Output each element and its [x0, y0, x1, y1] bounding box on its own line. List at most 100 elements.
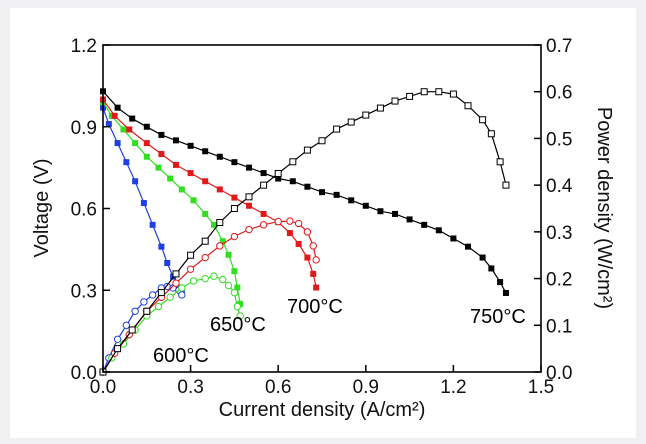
data-point-650C-voltage [234, 284, 241, 291]
x-axis-title: Current density (A/cm²) [219, 399, 426, 421]
data-point-650C-power [210, 272, 218, 280]
data-point-750C-voltage [319, 189, 325, 196]
data-point-600C-power [178, 291, 186, 299]
data-point-750C-voltage [435, 227, 442, 234]
data-point-750C-power [260, 181, 268, 189]
data-point-700C-voltage [202, 178, 209, 185]
data-point-750C-power [479, 116, 487, 124]
data-point-700C-power [216, 242, 224, 250]
data-point-700C-power [172, 279, 180, 287]
data-point-700C-voltage [260, 210, 267, 217]
x-tick-label: 1.2 [440, 377, 466, 398]
chart-marks [99, 88, 510, 376]
data-point-750C-power [216, 219, 224, 227]
y-right-tick-label: 0.1 [546, 316, 572, 337]
data-point-750C-power [406, 92, 414, 100]
data-point-700C-voltage [310, 270, 317, 277]
data-point-650C-voltage [143, 153, 150, 160]
data-point-650C-power [230, 288, 239, 297]
data-point-750C-power [435, 88, 443, 96]
data-point-650C-voltage [155, 164, 162, 171]
data-point-750C-voltage [158, 131, 165, 138]
data-point-750C-voltage [406, 216, 413, 223]
data-point-750C-power [318, 137, 326, 145]
data-point-600C-power [148, 291, 157, 299]
data-point-700C-power [201, 253, 209, 262]
annotation-600: 600°C [153, 345, 209, 367]
data-point-750C-voltage [202, 148, 209, 155]
y-left-tick-label: 0.0 [71, 363, 97, 384]
data-point-750C-power [502, 181, 510, 189]
data-point-750C-power [114, 345, 122, 353]
y-right-tick-label: 0.6 [546, 83, 572, 104]
data-point-700C-voltage [304, 254, 311, 261]
y-right-tick-label: 0.3 [546, 223, 572, 244]
data-point-600C-power [131, 307, 139, 315]
series-line-700C-voltage [102, 99, 317, 288]
y-right-tick-label: 0.4 [546, 176, 573, 197]
data-point-750C-voltage [216, 153, 223, 160]
data-point-700C-voltage [173, 161, 179, 168]
data-point-650C-voltage [190, 197, 197, 204]
data-point-750C-voltage [187, 142, 194, 149]
data-point-650C-power [166, 293, 174, 301]
x-tick-label: 0.0 [90, 377, 116, 398]
data-point-700C-voltage [295, 240, 302, 247]
data-point-650C-power [201, 274, 209, 283]
data-point-700C-power [309, 242, 317, 250]
data-point-750C-voltage [392, 210, 398, 217]
data-point-750C-power [420, 88, 428, 96]
data-point-600C-voltage [114, 140, 121, 147]
data-point-700C-power [312, 256, 320, 264]
data-point-700C-voltage [246, 202, 252, 209]
data-point-600C-power [122, 321, 131, 329]
data-point-700C-voltage [126, 126, 133, 133]
data-point-750C-voltage [502, 289, 509, 296]
data-point-600C-power [113, 335, 122, 343]
data-point-750C-power [303, 146, 311, 154]
y-left-tick-label: 0.6 [71, 200, 97, 221]
data-point-750C-voltage [275, 175, 282, 182]
data-point-750C-voltage [362, 202, 369, 209]
y-right-tick-label: 0.5 [546, 129, 572, 150]
y-axis-title-left: Voltage (V) [31, 159, 53, 258]
annotation-750: 750°C [470, 306, 526, 328]
data-point-600C-voltage [164, 260, 171, 266]
data-point-600C-power [140, 298, 148, 306]
data-point-600C-voltage [140, 200, 147, 207]
data-point-750C-power [333, 125, 341, 133]
data-point-700C-power [245, 225, 253, 234]
y-right-tick-label: 0.7 [546, 36, 572, 57]
data-point-700C-voltage [111, 112, 118, 119]
x-tick-label: 0.9 [353, 377, 379, 398]
chart-ticks: 0.0 0.3 0.6 0.9 1.2 1.50.00.30.60.91.20.00.10… [71, 36, 573, 398]
figure-panel [10, 8, 636, 438]
data-point-700C-power [294, 219, 303, 228]
data-point-750C-power [157, 289, 165, 297]
data-point-750C-voltage [129, 115, 136, 122]
data-point-650C-power [219, 275, 227, 284]
data-point-600C-voltage [132, 178, 139, 185]
data-point-750C-power [347, 118, 355, 126]
data-point-750C-power [289, 158, 297, 166]
data-point-650C-voltage [210, 221, 217, 228]
annotation-700: 700°C [287, 296, 343, 318]
data-point-700C-voltage [187, 170, 194, 177]
data-point-750C-voltage [143, 123, 150, 130]
data-point-650C-voltage [132, 140, 139, 147]
y-axis-title-right: Power density (W/cm²) [593, 107, 615, 309]
data-point-700C-voltage [143, 140, 150, 147]
data-point-750C-power [487, 130, 495, 138]
series-line-650C-voltage [102, 101, 241, 305]
data-point-650C-power [233, 302, 242, 311]
data-point-700C-power [186, 265, 195, 273]
y-right-tick-label: 0.2 [546, 270, 572, 291]
series-line-750C-voltage [102, 90, 507, 294]
data-point-700C-voltage [313, 284, 320, 291]
data-point-700C-power [259, 221, 268, 229]
data-point-750C-voltage [260, 170, 267, 177]
data-point-750C-power [187, 251, 195, 259]
data-point-650C-voltage [202, 210, 209, 217]
data-point-650C-power [189, 277, 198, 285]
data-point-750C-voltage [348, 197, 355, 204]
